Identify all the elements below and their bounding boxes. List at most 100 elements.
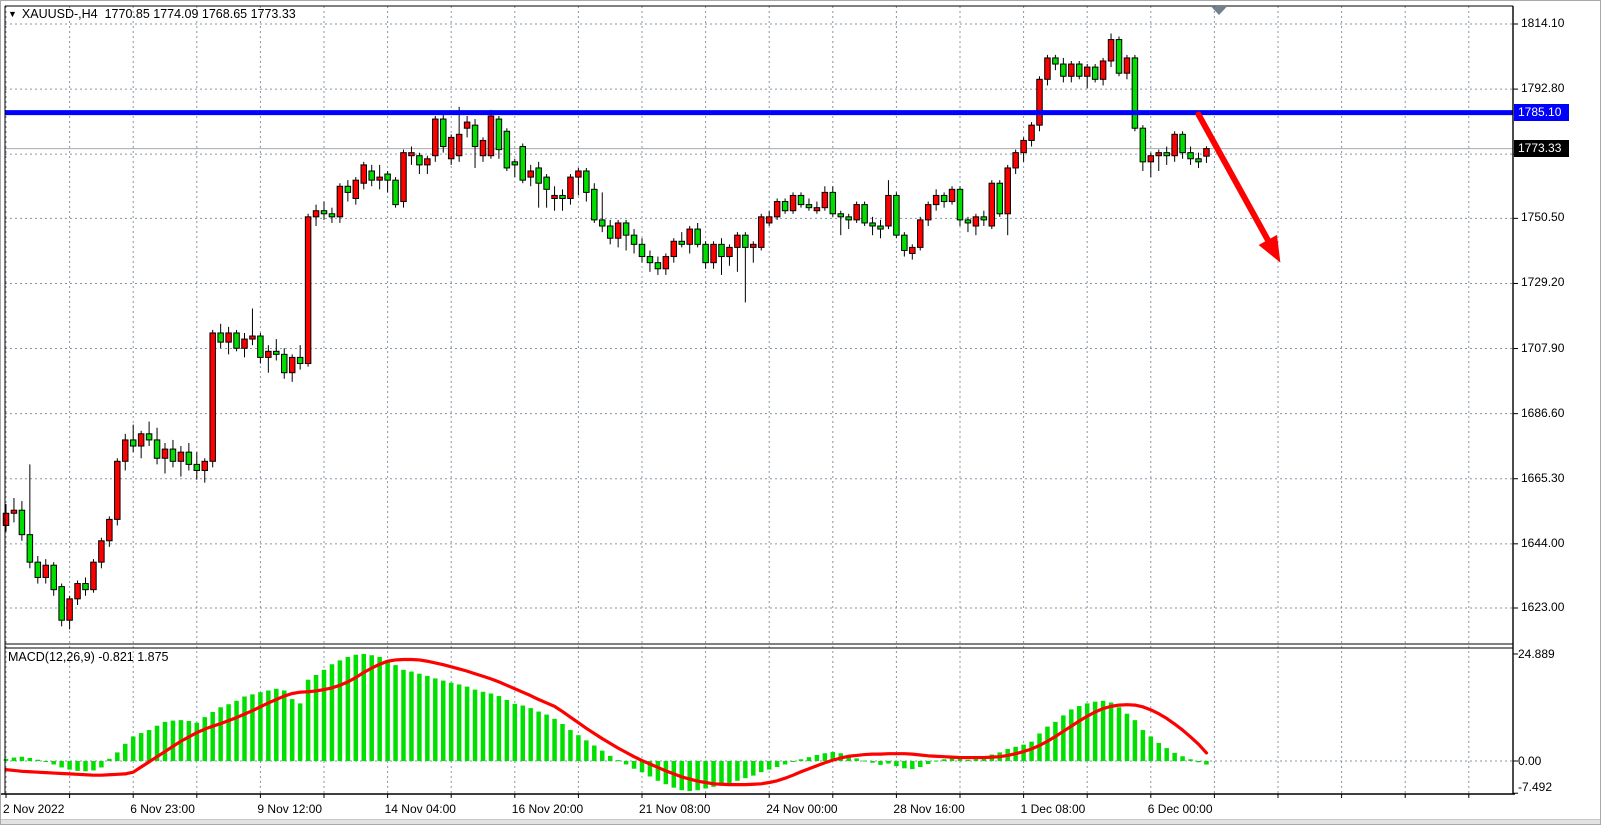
candle-body [909, 246, 916, 255]
macd-histogram-bar [250, 694, 255, 761]
candle-body [1179, 133, 1186, 154]
price-tick-label: 1750.50 [1521, 210, 1565, 225]
macd-histogram-bar [902, 761, 907, 769]
macd-histogram-bar [504, 699, 510, 761]
candle-body [328, 213, 336, 218]
macd-histogram-bar [107, 758, 112, 761]
candle-body [471, 124, 479, 148]
macd-histogram-bar [1053, 721, 1058, 761]
trend-arrow-shaft[interactable] [1195, 111, 1273, 247]
candle-body [670, 240, 678, 258]
macd-histogram-bar [274, 688, 279, 761]
candle-body [1044, 57, 1051, 80]
macd-histogram-bar [441, 680, 446, 761]
macd-histogram-bar [1069, 709, 1074, 761]
candle-body [567, 176, 574, 199]
time-tick-label: 2 Nov 2022 [3, 802, 65, 816]
time-tick-label: 16 Nov 20:00 [511, 802, 584, 816]
macd-histogram-bar [345, 656, 351, 761]
candle-body [583, 170, 590, 193]
macd-histogram-bar [1180, 756, 1185, 761]
candle-body [137, 433, 145, 447]
candle-body [551, 194, 558, 199]
chart-shift-marker-icon[interactable] [1211, 7, 1227, 15]
candle-body [559, 194, 566, 199]
candle-body [368, 170, 375, 181]
macd-histogram-bar [409, 671, 414, 761]
macd-histogram-bar [282, 690, 287, 761]
macd-histogram-bar [560, 724, 565, 761]
macd-histogram-bar [528, 708, 533, 761]
macd-histogram-bar [592, 745, 597, 761]
macd-histogram-bar [1100, 700, 1106, 761]
candle-body [495, 118, 503, 151]
candle-body [455, 133, 463, 157]
candle-body [225, 332, 232, 343]
macd-histogram-bar [1077, 705, 1082, 761]
macd-histogram-bar [464, 686, 470, 761]
candle-body [964, 219, 972, 224]
candle-body [336, 185, 344, 218]
macd-histogram-bar [766, 761, 772, 770]
candle-body [209, 332, 216, 462]
macd-histogram-bar [512, 703, 518, 761]
macd-histogram-bar [67, 761, 72, 770]
candle-body [1203, 148, 1210, 157]
candle-body [1187, 152, 1194, 160]
candle-body [153, 439, 161, 459]
macd-histogram-bar [655, 761, 661, 781]
candle-body [996, 182, 1003, 215]
macd-histogram-bar [496, 696, 502, 761]
candle-body [432, 118, 439, 157]
candle-body [233, 332, 240, 349]
candle-body [614, 222, 622, 239]
macd-histogram-bar [393, 665, 398, 761]
macd-histogram-bar [870, 761, 875, 763]
macd-histogram-bar [369, 655, 374, 761]
trend-arrow-head[interactable] [1258, 234, 1281, 263]
candle-body [885, 194, 892, 227]
candle-body [440, 118, 447, 148]
macd-histogram-bar [329, 664, 335, 761]
symbol-period-label: XAUUSD-,H4 [21, 7, 98, 21]
macd-histogram-bar [377, 656, 382, 761]
candle-body [503, 130, 511, 169]
candle-body [829, 191, 837, 215]
candle-body [940, 194, 948, 203]
candle-body [129, 439, 137, 447]
macd-histogram-bar [933, 760, 939, 762]
macd-histogram-bar [1061, 715, 1066, 761]
candle-body [789, 194, 797, 212]
candle-body [400, 152, 407, 203]
candle-body [654, 262, 662, 270]
symbol-dropdown-icon[interactable]: ▼ [8, 9, 17, 19]
macd-histogram-bar [687, 761, 692, 792]
macd-histogram-bar [297, 703, 303, 761]
macd-histogram-bar [146, 730, 152, 761]
macd-histogram-bar [313, 675, 319, 761]
macd-histogram-bar [186, 721, 192, 761]
price-tick-label: 1729.20 [1521, 275, 1565, 290]
candle-body [304, 216, 312, 365]
macd-histogram-bar [218, 707, 223, 761]
macd-histogram-bar [862, 760, 867, 762]
candle-body [66, 598, 73, 621]
macd-scale-min: -7.492 [1518, 780, 1553, 794]
candle-body [750, 243, 757, 248]
macd-histogram-bar [19, 756, 25, 761]
macd-histogram-bar [711, 761, 716, 787]
candle-body [1036, 78, 1043, 126]
macd-histogram-bar [894, 761, 899, 767]
macd-histogram-bar [623, 761, 629, 765]
price-tick-label: 1814.10 [1521, 16, 1565, 30]
macd-histogram-bar [941, 759, 947, 761]
candle-body [1052, 57, 1059, 65]
macd-histogram-bar [1092, 701, 1098, 761]
macd-histogram-bar [210, 711, 215, 761]
macd-histogram-bar [83, 761, 88, 772]
macd-histogram-bar [957, 758, 963, 761]
candle-body [575, 170, 582, 178]
macd-histogram-bar [1045, 726, 1050, 761]
macd-histogram-bar [417, 673, 422, 761]
